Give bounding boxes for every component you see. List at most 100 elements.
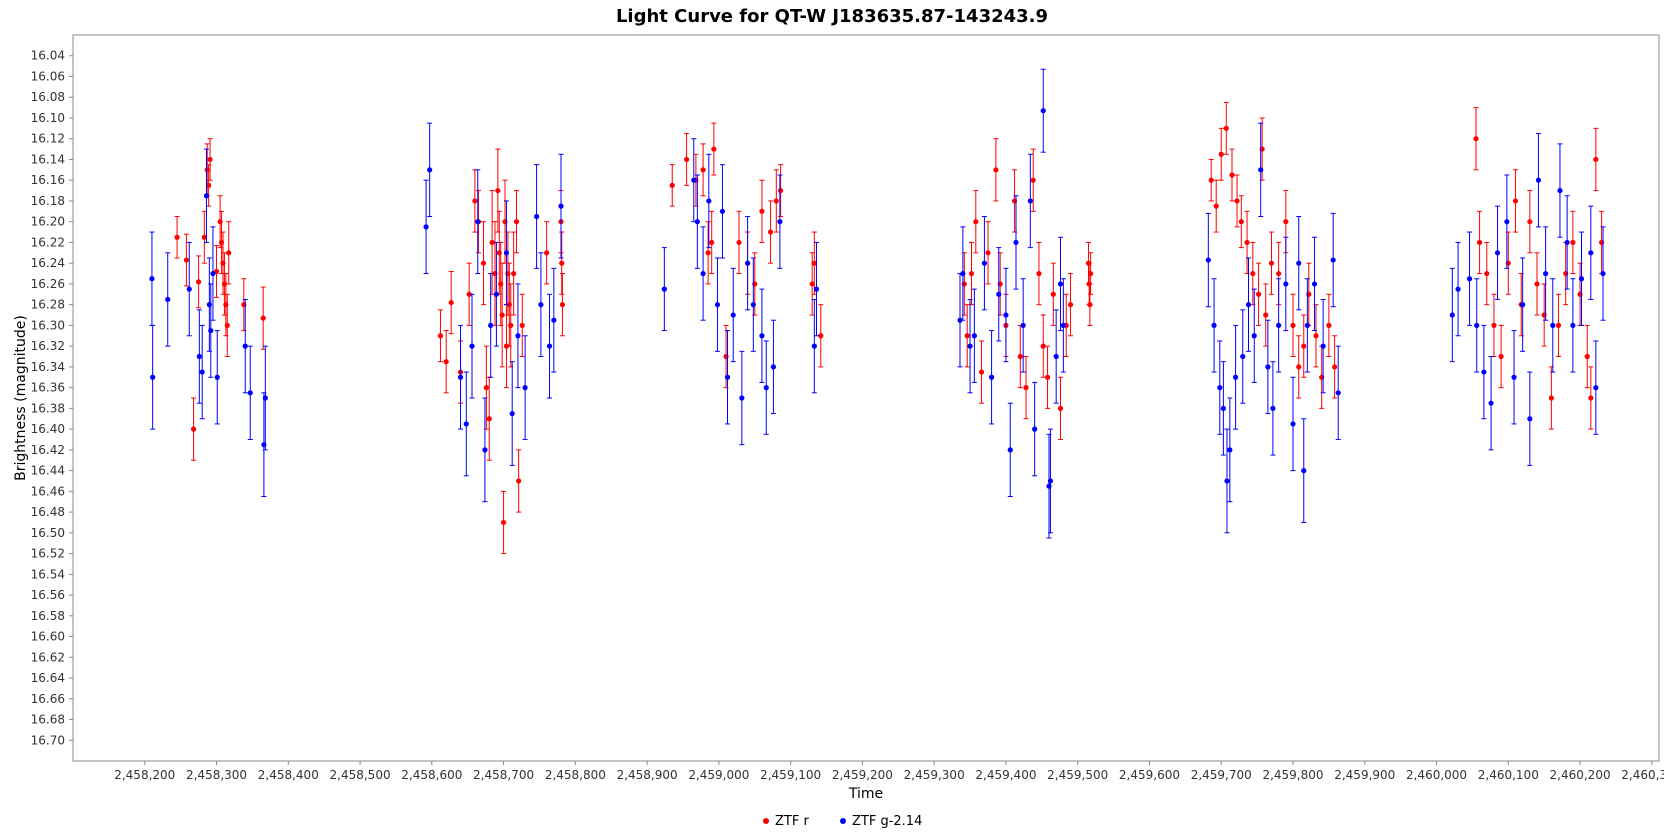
data-point xyxy=(1007,447,1013,453)
data-point xyxy=(759,208,765,214)
data-point xyxy=(1057,405,1064,411)
data-point xyxy=(1020,322,1026,328)
y-tick-label: 16.34 xyxy=(31,360,65,374)
y-tick-label: 16.66 xyxy=(31,692,65,706)
legend: ZTF r ZTF g-2.14 xyxy=(763,814,922,829)
data-point xyxy=(736,239,742,246)
x-axis-label: Time xyxy=(848,786,883,802)
y-tick-label: 16.68 xyxy=(31,713,65,727)
series-ztf-g xyxy=(149,68,1606,539)
data-point xyxy=(214,374,220,380)
data-point xyxy=(1245,302,1252,308)
y-tick-label: 16.44 xyxy=(31,464,65,478)
data-point xyxy=(1240,353,1246,360)
data-point xyxy=(1276,322,1282,328)
legend-marker xyxy=(840,818,846,824)
y-tick-label: 16.20 xyxy=(31,215,65,229)
data-point xyxy=(1255,291,1262,297)
data-point xyxy=(957,317,963,323)
data-point xyxy=(1057,281,1064,287)
series-ztf-r xyxy=(174,101,1605,555)
y-tick-label: 16.62 xyxy=(31,650,65,664)
data-point xyxy=(208,327,214,334)
y-tick-label: 16.32 xyxy=(31,339,65,353)
x-tick-label: 2,460,000 xyxy=(1406,768,1467,782)
data-point xyxy=(1473,136,1479,142)
data-point xyxy=(443,359,449,365)
x-tick-label: 2,459,500 xyxy=(1047,768,1108,782)
data-point xyxy=(206,182,212,188)
y-axis-ticks: 16.04 16.06 16.08 16.10 16.12 16.14 16.16 16.18… xyxy=(31,49,73,747)
data-point xyxy=(1296,260,1302,266)
data-point xyxy=(1527,416,1533,422)
data-point xyxy=(546,343,553,349)
y-tick-label: 16.36 xyxy=(31,381,65,395)
data-point xyxy=(1213,203,1219,209)
y-tick-label: 16.04 xyxy=(31,49,65,63)
data-point xyxy=(763,385,769,391)
data-point xyxy=(744,260,751,266)
data-point xyxy=(691,177,697,183)
x-tick-label: 2,458,500 xyxy=(330,768,391,782)
data-point xyxy=(262,395,268,401)
data-point xyxy=(1218,151,1224,157)
data-point xyxy=(985,250,991,256)
data-point xyxy=(559,260,565,266)
data-point xyxy=(1250,270,1256,277)
data-point xyxy=(1036,270,1042,277)
data-point xyxy=(1265,364,1271,370)
data-point xyxy=(978,369,985,375)
data-point xyxy=(489,239,495,246)
x-tick-label: 2,459,300 xyxy=(904,768,965,782)
x-tick-label: 2,460,100 xyxy=(1478,768,1539,782)
x-tick-label: 2,459,200 xyxy=(832,768,893,782)
data-point xyxy=(1455,286,1461,292)
data-point xyxy=(224,322,230,328)
data-point xyxy=(183,257,189,263)
x-tick-label: 2,458,800 xyxy=(545,768,606,782)
x-tick-label: 2,459,900 xyxy=(1334,768,1395,782)
data-point xyxy=(210,270,216,277)
data-point xyxy=(778,187,784,194)
data-point xyxy=(1224,478,1230,484)
data-point xyxy=(811,260,817,266)
data-point xyxy=(1032,426,1038,432)
data-point xyxy=(1476,239,1483,246)
data-point xyxy=(174,234,180,240)
data-point xyxy=(1557,187,1563,194)
data-point xyxy=(1268,260,1275,266)
data-point xyxy=(967,343,973,349)
data-point xyxy=(1301,468,1307,474)
data-point xyxy=(1276,270,1282,277)
y-tick-label: 16.12 xyxy=(31,132,65,146)
data-point xyxy=(1234,198,1240,204)
x-tick-label: 2,458,300 xyxy=(186,768,247,782)
data-point xyxy=(199,369,205,375)
data-point xyxy=(724,374,731,380)
data-point xyxy=(1570,239,1576,246)
data-point xyxy=(201,234,207,240)
data-point xyxy=(1584,353,1590,360)
data-point xyxy=(1060,322,1066,328)
y-tick-label: 16.70 xyxy=(31,733,65,747)
data-point xyxy=(1555,322,1562,328)
data-point xyxy=(1205,257,1211,263)
x-axis-ticks: 2,458,200 2,458,300 2,458,400 2,458,500 2,45… xyxy=(114,761,1664,782)
data-point xyxy=(996,291,1002,297)
data-point xyxy=(515,333,521,339)
data-point xyxy=(709,239,715,246)
data-point xyxy=(534,213,540,220)
data-point xyxy=(1270,405,1276,411)
data-point xyxy=(480,260,487,266)
data-point xyxy=(1067,302,1074,308)
data-point xyxy=(1588,395,1594,401)
data-point xyxy=(1335,390,1341,396)
data-point xyxy=(466,291,472,297)
data-point xyxy=(750,302,756,308)
data-point xyxy=(1304,322,1310,328)
data-point xyxy=(186,286,192,292)
data-point xyxy=(472,198,478,204)
y-tick-label: 16.56 xyxy=(31,588,65,602)
data-point xyxy=(694,219,700,225)
